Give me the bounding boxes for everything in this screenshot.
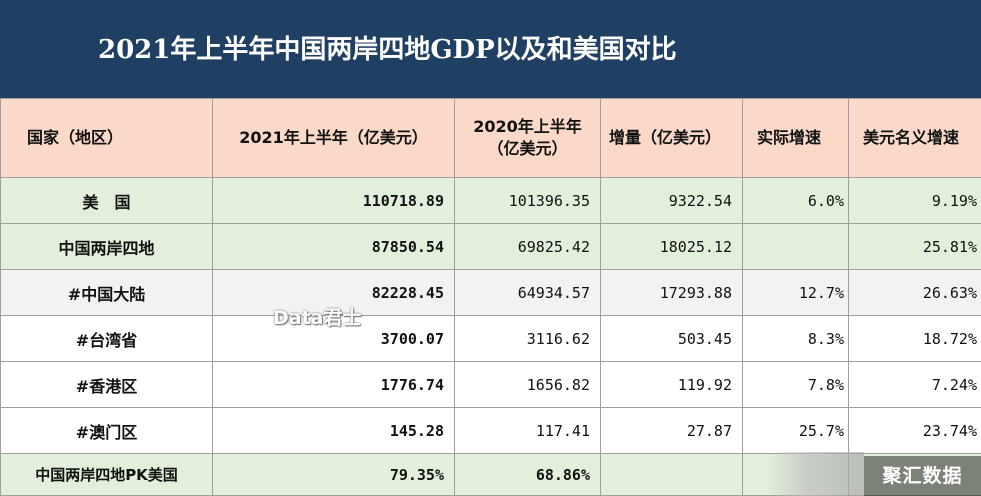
nominal-growth: 26.63%: [848, 269, 981, 316]
nominal-growth: 7.24%: [848, 361, 981, 408]
table-row: #澳门区 145.28 117.41 27.87 25.7% 23.74%: [0, 407, 981, 454]
gdp-2020: 101396.35: [454, 177, 601, 224]
region-name: #澳门区: [0, 407, 213, 454]
table-row: #香港区 1776.74 1656.82 119.92 7.8% 7.24%: [0, 361, 981, 408]
real-growth: 12.7%: [742, 269, 849, 316]
gdp-2021: 1776.74: [212, 361, 455, 408]
gdp-delta: 503.45: [600, 315, 743, 362]
gdp-delta: 9322.54: [600, 177, 743, 224]
nominal-growth: 9.19%: [848, 177, 981, 224]
header-nominal-growth: 美元名义增速: [848, 98, 981, 178]
page-title: 2021年上半年中国两岸四地GDP以及和美国对比: [98, 35, 677, 65]
gdp-delta: 17293.88: [600, 269, 743, 316]
header-real-growth: 实际增速: [742, 98, 849, 178]
blur-overlay: [768, 452, 864, 496]
header-2020: 2020年上半年（亿美元）: [454, 98, 601, 178]
real-growth: 25.7%: [742, 407, 849, 454]
watermark: Data君士: [273, 307, 362, 329]
real-growth: 8.3%: [742, 315, 849, 362]
real-growth: [742, 223, 849, 270]
nominal-growth: 18.72%: [848, 315, 981, 362]
title-bar: 2021年上半年中国两岸四地GDP以及和美国对比: [0, 0, 981, 98]
gdp-2020: 117.41: [454, 407, 601, 454]
table-row: 美 国 110718.89 101396.35 9322.54 6.0% 9.1…: [0, 177, 981, 224]
gdp-delta: 18025.12: [600, 223, 743, 270]
gdp-2020: 3116.62: [454, 315, 601, 362]
gdp-2020: 69825.42: [454, 223, 601, 270]
gdp-2020: 1656.82: [454, 361, 601, 408]
gdp-2021: 145.28: [212, 407, 455, 454]
header-row: 国家（地区） 2021年上半年（亿美元） 2020年上半年（亿美元） 增量（亿美…: [0, 98, 981, 178]
gdp-2020: 64934.57: [454, 269, 601, 316]
nominal-growth: 25.81%: [848, 223, 981, 270]
real-growth: 7.8%: [742, 361, 849, 408]
header-region: 国家（地区）: [0, 98, 213, 178]
compare-2021: 79.35%: [212, 453, 455, 496]
gdp-table: 国家（地区） 2021年上半年（亿美元） 2020年上半年（亿美元） 增量（亿美…: [0, 98, 981, 496]
header-delta: 增量（亿美元）: [600, 98, 743, 178]
region-name: 美 国: [0, 177, 213, 224]
table-row: 中国两岸四地 87850.54 69825.42 18025.12 25.81%: [0, 223, 981, 270]
compare-2020: 68.86%: [454, 453, 601, 496]
real-growth: 6.0%: [742, 177, 849, 224]
nominal-growth: 23.74%: [848, 407, 981, 454]
region-name: #香港区: [0, 361, 213, 408]
source-logo: 聚汇数据: [864, 456, 981, 496]
table-row: #中国大陆 82228.45 64934.57 17293.88 12.7% 2…: [0, 269, 981, 316]
gdp-delta: 119.92: [600, 361, 743, 408]
gdp-2021: 82228.45: [212, 269, 455, 316]
table-row: #台湾省 3700.07 3116.62 503.45 8.3% 18.72%: [0, 315, 981, 362]
header-2021: 2021年上半年（亿美元）: [212, 98, 455, 178]
compare-label: 中国两岸四地PK美国: [0, 453, 213, 496]
empty-cell: [600, 453, 743, 496]
gdp-2021: 110718.89: [212, 177, 455, 224]
region-name: 中国两岸四地: [0, 223, 213, 270]
gdp-delta: 27.87: [600, 407, 743, 454]
region-name: #中国大陆: [0, 269, 213, 316]
gdp-2021: 87850.54: [212, 223, 455, 270]
region-name: #台湾省: [0, 315, 213, 362]
